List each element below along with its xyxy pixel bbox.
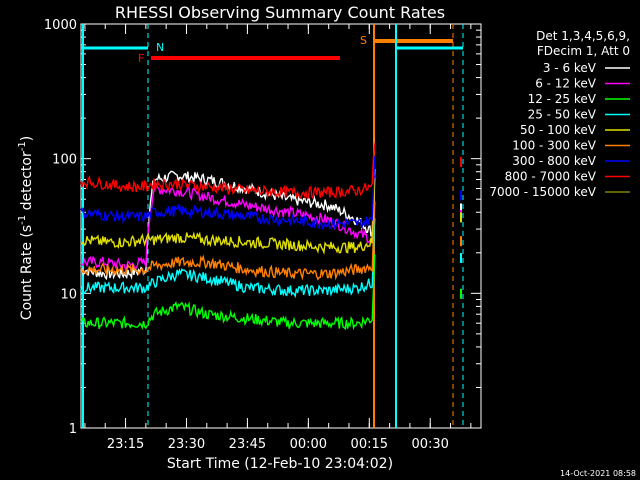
x-tick-label: 00:30 xyxy=(411,437,448,452)
legend-label: 6 - 12 keV xyxy=(535,77,597,91)
y-tick-label: 100 xyxy=(52,153,77,168)
plot-frame xyxy=(80,23,482,429)
x-tick-label: 00:15 xyxy=(351,437,388,452)
series-line xyxy=(80,155,376,231)
y-axis-ticks: 1 10 100 1000 xyxy=(44,18,481,437)
chart-title: RHESSI Observing Summary Count Rates xyxy=(115,3,445,22)
series-line xyxy=(80,168,376,281)
legend-header: FDecim 1, Att 0 xyxy=(537,44,630,58)
series-line xyxy=(80,177,376,255)
timestamp-label: 14-Oct-2021 08:58 xyxy=(560,469,636,478)
legend-label: 3 - 6 keV xyxy=(543,61,597,75)
y-axis-label: Count Rate (s-1 detector-1) xyxy=(17,136,35,320)
legend-label: 800 - 7000 keV xyxy=(505,170,597,184)
legend-label: 50 - 100 keV xyxy=(520,123,597,137)
plot-border xyxy=(80,23,482,429)
marker-label-n: N xyxy=(156,41,164,54)
y-tick-label: 1 xyxy=(69,422,77,437)
legend-label: 100 - 300 keV xyxy=(512,139,596,153)
attenuator-bars: NF S xyxy=(81,24,464,428)
x-tick-label: 23:45 xyxy=(229,437,266,452)
series-line xyxy=(80,201,376,281)
y-tick-label: 1000 xyxy=(44,18,77,33)
x-axis-label: Start Time (12-Feb-10 23:04:02) xyxy=(167,456,393,472)
x-axis-ticks: 23:15 23:30 23:45 00:00 00:15 00:30 xyxy=(84,24,472,452)
legend-label: 300 - 800 keV xyxy=(512,154,596,168)
legend-label: 12 - 25 keV xyxy=(528,92,597,106)
series-line xyxy=(80,175,376,273)
series-line xyxy=(80,254,376,331)
y-tick-label: 10 xyxy=(60,287,77,302)
y-label-superscript: -1 xyxy=(17,215,28,225)
legend-label: 7000 - 15000 keV xyxy=(489,185,596,199)
series-lines xyxy=(80,143,462,331)
y-label-part: detector xyxy=(19,151,35,215)
series-line xyxy=(80,218,376,299)
y-label-superscript: -1 xyxy=(17,141,28,151)
y-label-part: Count Rate (s xyxy=(19,225,35,320)
y-label-part: ) xyxy=(19,136,35,141)
legend: Det 1,3,4,5,6,9,FDecim 1, Att 0 3 - 6 keV… xyxy=(489,29,630,199)
legend-header: Det 1,3,4,5,6,9, xyxy=(536,29,630,43)
x-tick-label: 00:00 xyxy=(290,437,327,452)
x-tick-label: 23:30 xyxy=(168,437,205,452)
series-line xyxy=(80,143,376,200)
marker-label-s: S xyxy=(360,34,367,47)
legend-label: 25 - 50 keV xyxy=(528,108,597,122)
marker-label-f: F xyxy=(138,52,144,65)
x-tick-label: 23:15 xyxy=(107,437,144,452)
